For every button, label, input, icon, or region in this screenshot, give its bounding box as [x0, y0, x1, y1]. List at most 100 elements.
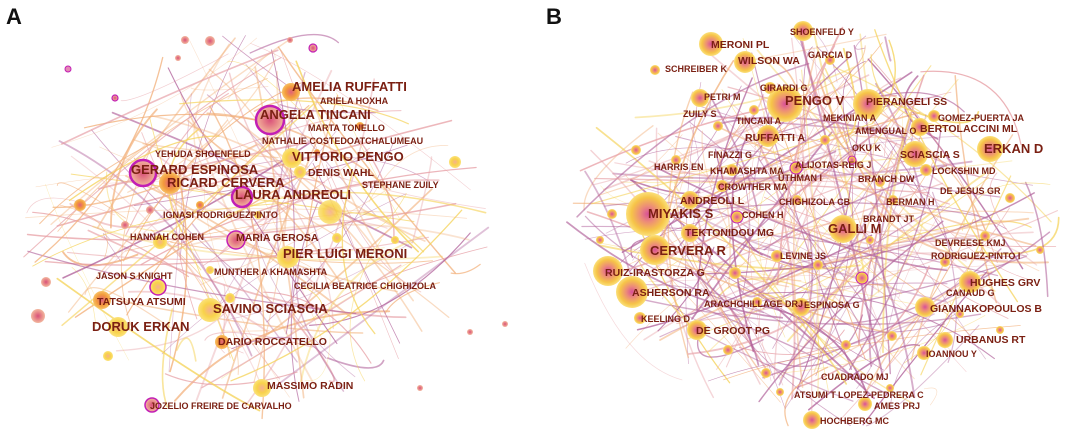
node-ruiz-irastorza — [593, 256, 623, 286]
panel-b-labels: SHOENFELD Y MERONI PL GARCIA D SCHREIBER… — [605, 27, 1043, 426]
author-label: MASSIMO RADIN — [267, 380, 353, 392]
network-edge — [206, 112, 391, 191]
author-label: RICARD CERVERA — [167, 175, 285, 190]
network-edge — [743, 115, 796, 400]
node-misc — [841, 340, 851, 350]
node-pierangeli — [853, 89, 883, 119]
network-edge — [92, 225, 443, 261]
network-edge — [26, 202, 457, 241]
network-edge — [249, 33, 340, 54]
network-edge — [222, 284, 226, 344]
panel-a-labels: AMELIA RUFFATTI ARIELA HOXHA ANGELA TINC… — [92, 79, 439, 411]
network-edge — [176, 337, 197, 362]
author-label: KEELING D — [641, 314, 691, 324]
author-label: LOPEZ-PEDRERA C — [838, 390, 924, 400]
network-edge — [96, 37, 236, 229]
node-misc — [103, 351, 113, 361]
node-misc — [74, 199, 86, 211]
network-edge — [323, 246, 488, 307]
network-edge — [723, 325, 1021, 381]
network-edge — [731, 135, 755, 353]
author-label: IOANNOU Y — [926, 349, 977, 359]
node-radin — [253, 379, 271, 397]
network-edge — [152, 115, 377, 251]
network-edge — [739, 33, 887, 63]
network-edge — [920, 70, 1022, 145]
node-atsumi — [93, 291, 111, 309]
network-edge — [706, 124, 888, 284]
author-label: GARCIA D — [808, 50, 853, 60]
author-label: LAURA ANDREOLI — [235, 187, 351, 202]
network-edge — [59, 204, 108, 259]
author-label: LEVINE JS — [780, 251, 826, 261]
node-levine — [771, 250, 783, 262]
node-misc — [121, 221, 129, 229]
author-label: CECILIA BEATRICE CHIGHIZOLA — [294, 281, 436, 291]
network-edge — [760, 45, 836, 162]
network-edge — [794, 265, 930, 389]
network-edge — [830, 279, 1002, 361]
node-andreoli — [230, 185, 254, 209]
network-edge — [736, 264, 783, 298]
node-hughes — [959, 271, 981, 293]
author-label: MIYAKIS S — [648, 206, 714, 221]
network-edge — [140, 166, 477, 266]
author-label: ESPINOSA G — [804, 300, 860, 310]
network-edge — [52, 144, 257, 209]
author-label: SCHREIBER K — [665, 64, 728, 74]
network-edge — [586, 211, 847, 346]
network-edge — [629, 126, 694, 280]
author-label: PETRI M — [704, 92, 741, 102]
network-edge — [870, 54, 947, 129]
node-misc — [940, 257, 950, 267]
network-edge — [51, 37, 257, 148]
network-edge — [56, 119, 453, 227]
author-label: ANGELA TINCANI — [260, 107, 371, 122]
node-sciascia — [198, 298, 222, 322]
node-shoenfeld — [793, 21, 813, 41]
network-edge — [627, 295, 982, 326]
author-label: ANDREOLI L — [680, 195, 745, 207]
node-misc — [671, 155, 681, 165]
network-edge — [91, 129, 273, 304]
author-label: GOMEZ-PUERTA JA — [938, 113, 1025, 123]
author-label: ARIELA HOXHA — [320, 96, 389, 106]
network-edge — [255, 141, 423, 332]
network-edge — [307, 86, 414, 302]
node-misc — [752, 297, 762, 307]
node-pengo — [282, 148, 302, 168]
network-edge — [793, 87, 880, 294]
network-edge — [784, 366, 829, 427]
node-ruffatti — [282, 83, 300, 101]
author-label: ZUILY S — [683, 109, 717, 119]
author-label: DE JESUS GR — [940, 186, 1001, 196]
network-edge — [161, 193, 406, 355]
author-label: CERVERA R — [650, 243, 726, 258]
network-edge — [625, 147, 791, 164]
node-misc — [64, 65, 72, 73]
network-edge — [384, 282, 440, 315]
author-label: JOZELIO FREIRE DE CARVALHO — [150, 401, 292, 411]
network-edge — [896, 220, 1032, 242]
network-edge — [228, 240, 415, 320]
panel-a-nodes — [31, 36, 508, 413]
network-edge — [170, 241, 433, 264]
author-label: PIER LUIGI MERONI — [283, 246, 407, 261]
author-label: COHEN H — [742, 210, 784, 220]
node-misc — [776, 388, 784, 396]
network-edge — [204, 331, 313, 348]
node-misc — [111, 94, 119, 102]
network-edge — [898, 193, 954, 299]
network-edge — [758, 220, 944, 403]
node-misc — [332, 233, 342, 243]
network-edge — [675, 135, 1001, 198]
node-ames — [858, 397, 872, 411]
network-edge — [825, 229, 1038, 266]
network-edge — [903, 301, 953, 364]
network-edge — [298, 283, 323, 320]
network-edge — [696, 334, 764, 358]
network-edge — [717, 278, 843, 306]
author-label: CUADRADO MJ — [821, 372, 889, 382]
network-edge — [660, 59, 735, 256]
node-misc — [225, 293, 235, 303]
